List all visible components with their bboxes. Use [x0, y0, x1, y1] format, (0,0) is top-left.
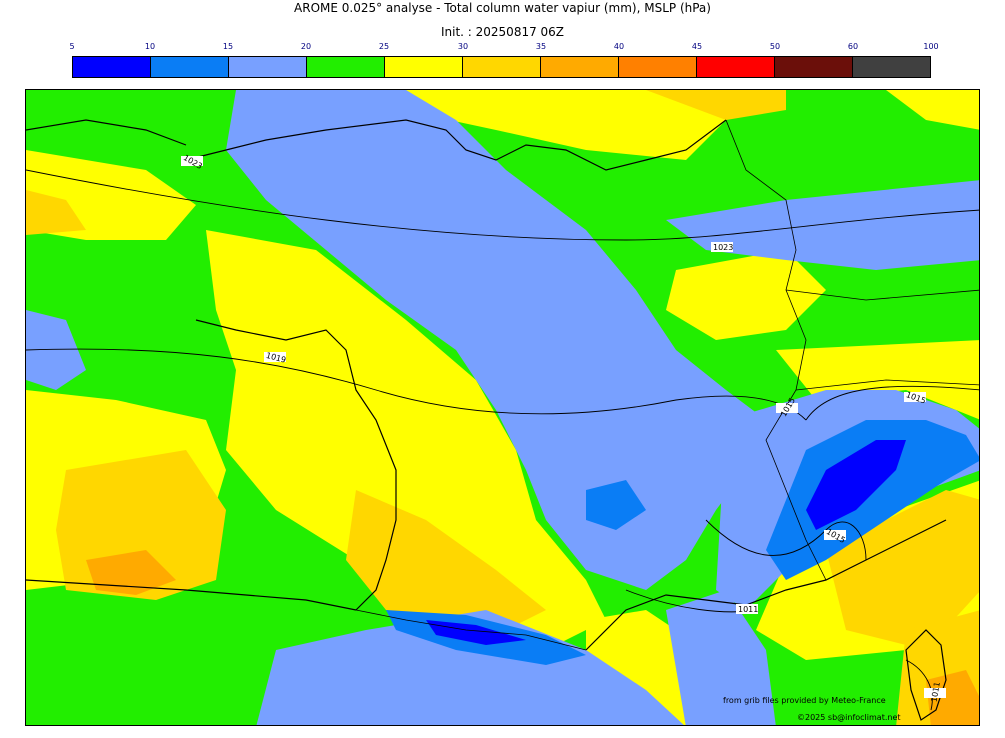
colorbar-tick: 100: [923, 42, 939, 51]
field-deepblue-alps: [806, 440, 906, 530]
field-gold-north-sea: [646, 90, 786, 120]
data-credit: from grib files provided by Meteo-France: [723, 696, 886, 705]
isobar-line: [805, 385, 979, 421]
field-yellow-north: [406, 90, 726, 160]
colorbar-tick: 15: [222, 42, 234, 51]
field-blue-ocean-west: [26, 310, 86, 390]
field-gold-aquitaine: [346, 490, 546, 630]
isobar-label: 1011: [929, 681, 941, 703]
colorbar-segment: [463, 57, 541, 77]
field-blue-rhone: [666, 590, 776, 725]
border-germany: [785, 289, 979, 301]
colorbar-tick: 60: [847, 42, 859, 51]
colorbar-tick: 20: [300, 42, 312, 51]
colorbar-segment: [697, 57, 775, 77]
colorbar-tick: 30: [457, 42, 469, 51]
field-blue-germany: [666, 180, 979, 270]
colorbar-segment: [541, 57, 619, 77]
colorbar-segment: [619, 57, 697, 77]
colorbar-segment: [853, 57, 930, 77]
border-switzerland: [795, 379, 979, 391]
colorbar-tick: 40: [613, 42, 625, 51]
coastline-atlantic: [195, 319, 397, 611]
border-east: [725, 119, 827, 581]
border-pyrenees: [355, 609, 587, 651]
colorbar-tick: 10: [144, 42, 156, 51]
field-blue-pyrenees: [256, 610, 684, 725]
field-yellow-swiss: [776, 340, 979, 420]
map-panel[interactable]: 1023 1023 1019 1015 1015 1015 1011 1011 …: [25, 89, 980, 726]
colorbar-segment: [151, 57, 229, 77]
isobar-line: [26, 169, 979, 241]
colorbar-segment: [385, 57, 463, 77]
chart-title: AROME 0.025° analyse - Total column wate…: [294, 1, 711, 15]
coastline-spain-north: [26, 579, 357, 611]
field-gold-tyrrhenian: [826, 490, 979, 650]
colorbar-tick: 50: [769, 42, 781, 51]
colorbar-segment: [307, 57, 385, 77]
isobar-label: 1023: [713, 243, 733, 252]
coastline-channel: [185, 119, 727, 171]
isobar-line: [905, 659, 933, 711]
colorbar-segment: [73, 57, 151, 77]
colorbar-tick: 25: [378, 42, 390, 51]
field-orange-corsica: [926, 670, 979, 725]
coastline-england: [26, 119, 187, 146]
isobar-labels: 1023 1023 1019 1015 1015 1015 1011 1011: [181, 153, 946, 703]
isobar-label: 1011: [738, 605, 758, 614]
colorbar: [72, 56, 931, 78]
field-blue-paris-basin: [226, 90, 766, 590]
field-yellow-lux: [666, 250, 826, 340]
field-deepblue-pyrenees: [426, 620, 526, 645]
isobar-line: [705, 519, 867, 561]
colorbar-tick: 35: [535, 42, 547, 51]
water-vapour-field: 1023 1023 1019 1015 1015 1015 1011 1011: [26, 90, 979, 725]
field-bluemid-alps: [766, 420, 979, 580]
coastline-mediterranean: [585, 519, 947, 651]
field-bluemid-massif: [586, 480, 646, 530]
field-gold-west-edge: [26, 190, 86, 235]
copyright-credit: ©2025 sb@infoclimat.net: [797, 713, 901, 722]
colorbar-tick: 45: [691, 42, 703, 51]
field-orange-biscay: [86, 550, 176, 595]
colorbar-tick: 5: [69, 42, 75, 51]
init-time: Init. : 20250817 06Z: [440, 25, 565, 39]
isobar-line: [26, 348, 807, 421]
colorbar-segment: [229, 57, 307, 77]
colorbar-segment: [775, 57, 853, 77]
field-yellow-ne: [886, 90, 979, 130]
